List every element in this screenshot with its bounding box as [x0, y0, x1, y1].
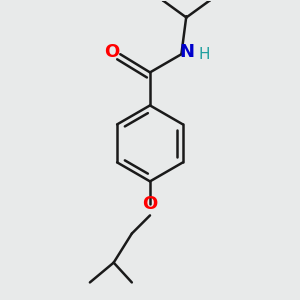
Text: O: O [104, 43, 120, 61]
Text: N: N [180, 43, 195, 61]
Text: O: O [142, 196, 158, 214]
Text: H: H [198, 47, 210, 62]
